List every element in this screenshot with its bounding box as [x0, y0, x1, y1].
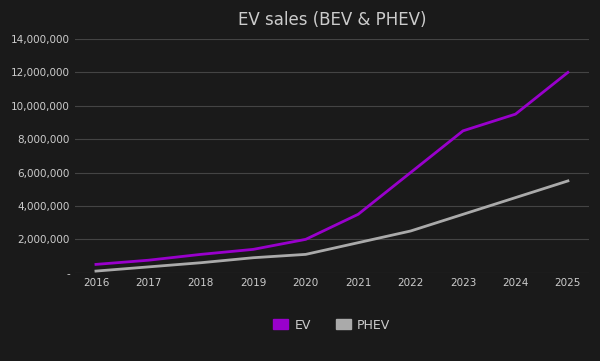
PHEV: [355, 240, 362, 245]
Title: EV sales (BEV & PHEV): EV sales (BEV & PHEV): [238, 11, 426, 29]
PHEV: [460, 212, 467, 217]
EV: [145, 258, 152, 262]
PHEV: [92, 269, 100, 273]
EV: [512, 112, 519, 116]
EV: [92, 262, 100, 266]
EV: [355, 212, 362, 217]
Line: PHEV: PHEV: [96, 181, 568, 271]
PHEV: [197, 261, 205, 265]
PHEV: [302, 252, 310, 257]
Line: EV: EV: [96, 73, 568, 264]
PHEV: [512, 195, 519, 200]
PHEV: [145, 265, 152, 269]
EV: [250, 247, 257, 252]
Legend: EV, PHEV: EV, PHEV: [268, 314, 395, 336]
EV: [197, 252, 205, 257]
EV: [302, 237, 310, 242]
EV: [460, 129, 467, 133]
PHEV: [250, 256, 257, 260]
EV: [407, 170, 414, 175]
PHEV: [407, 229, 414, 233]
PHEV: [565, 179, 572, 183]
EV: [565, 70, 572, 75]
